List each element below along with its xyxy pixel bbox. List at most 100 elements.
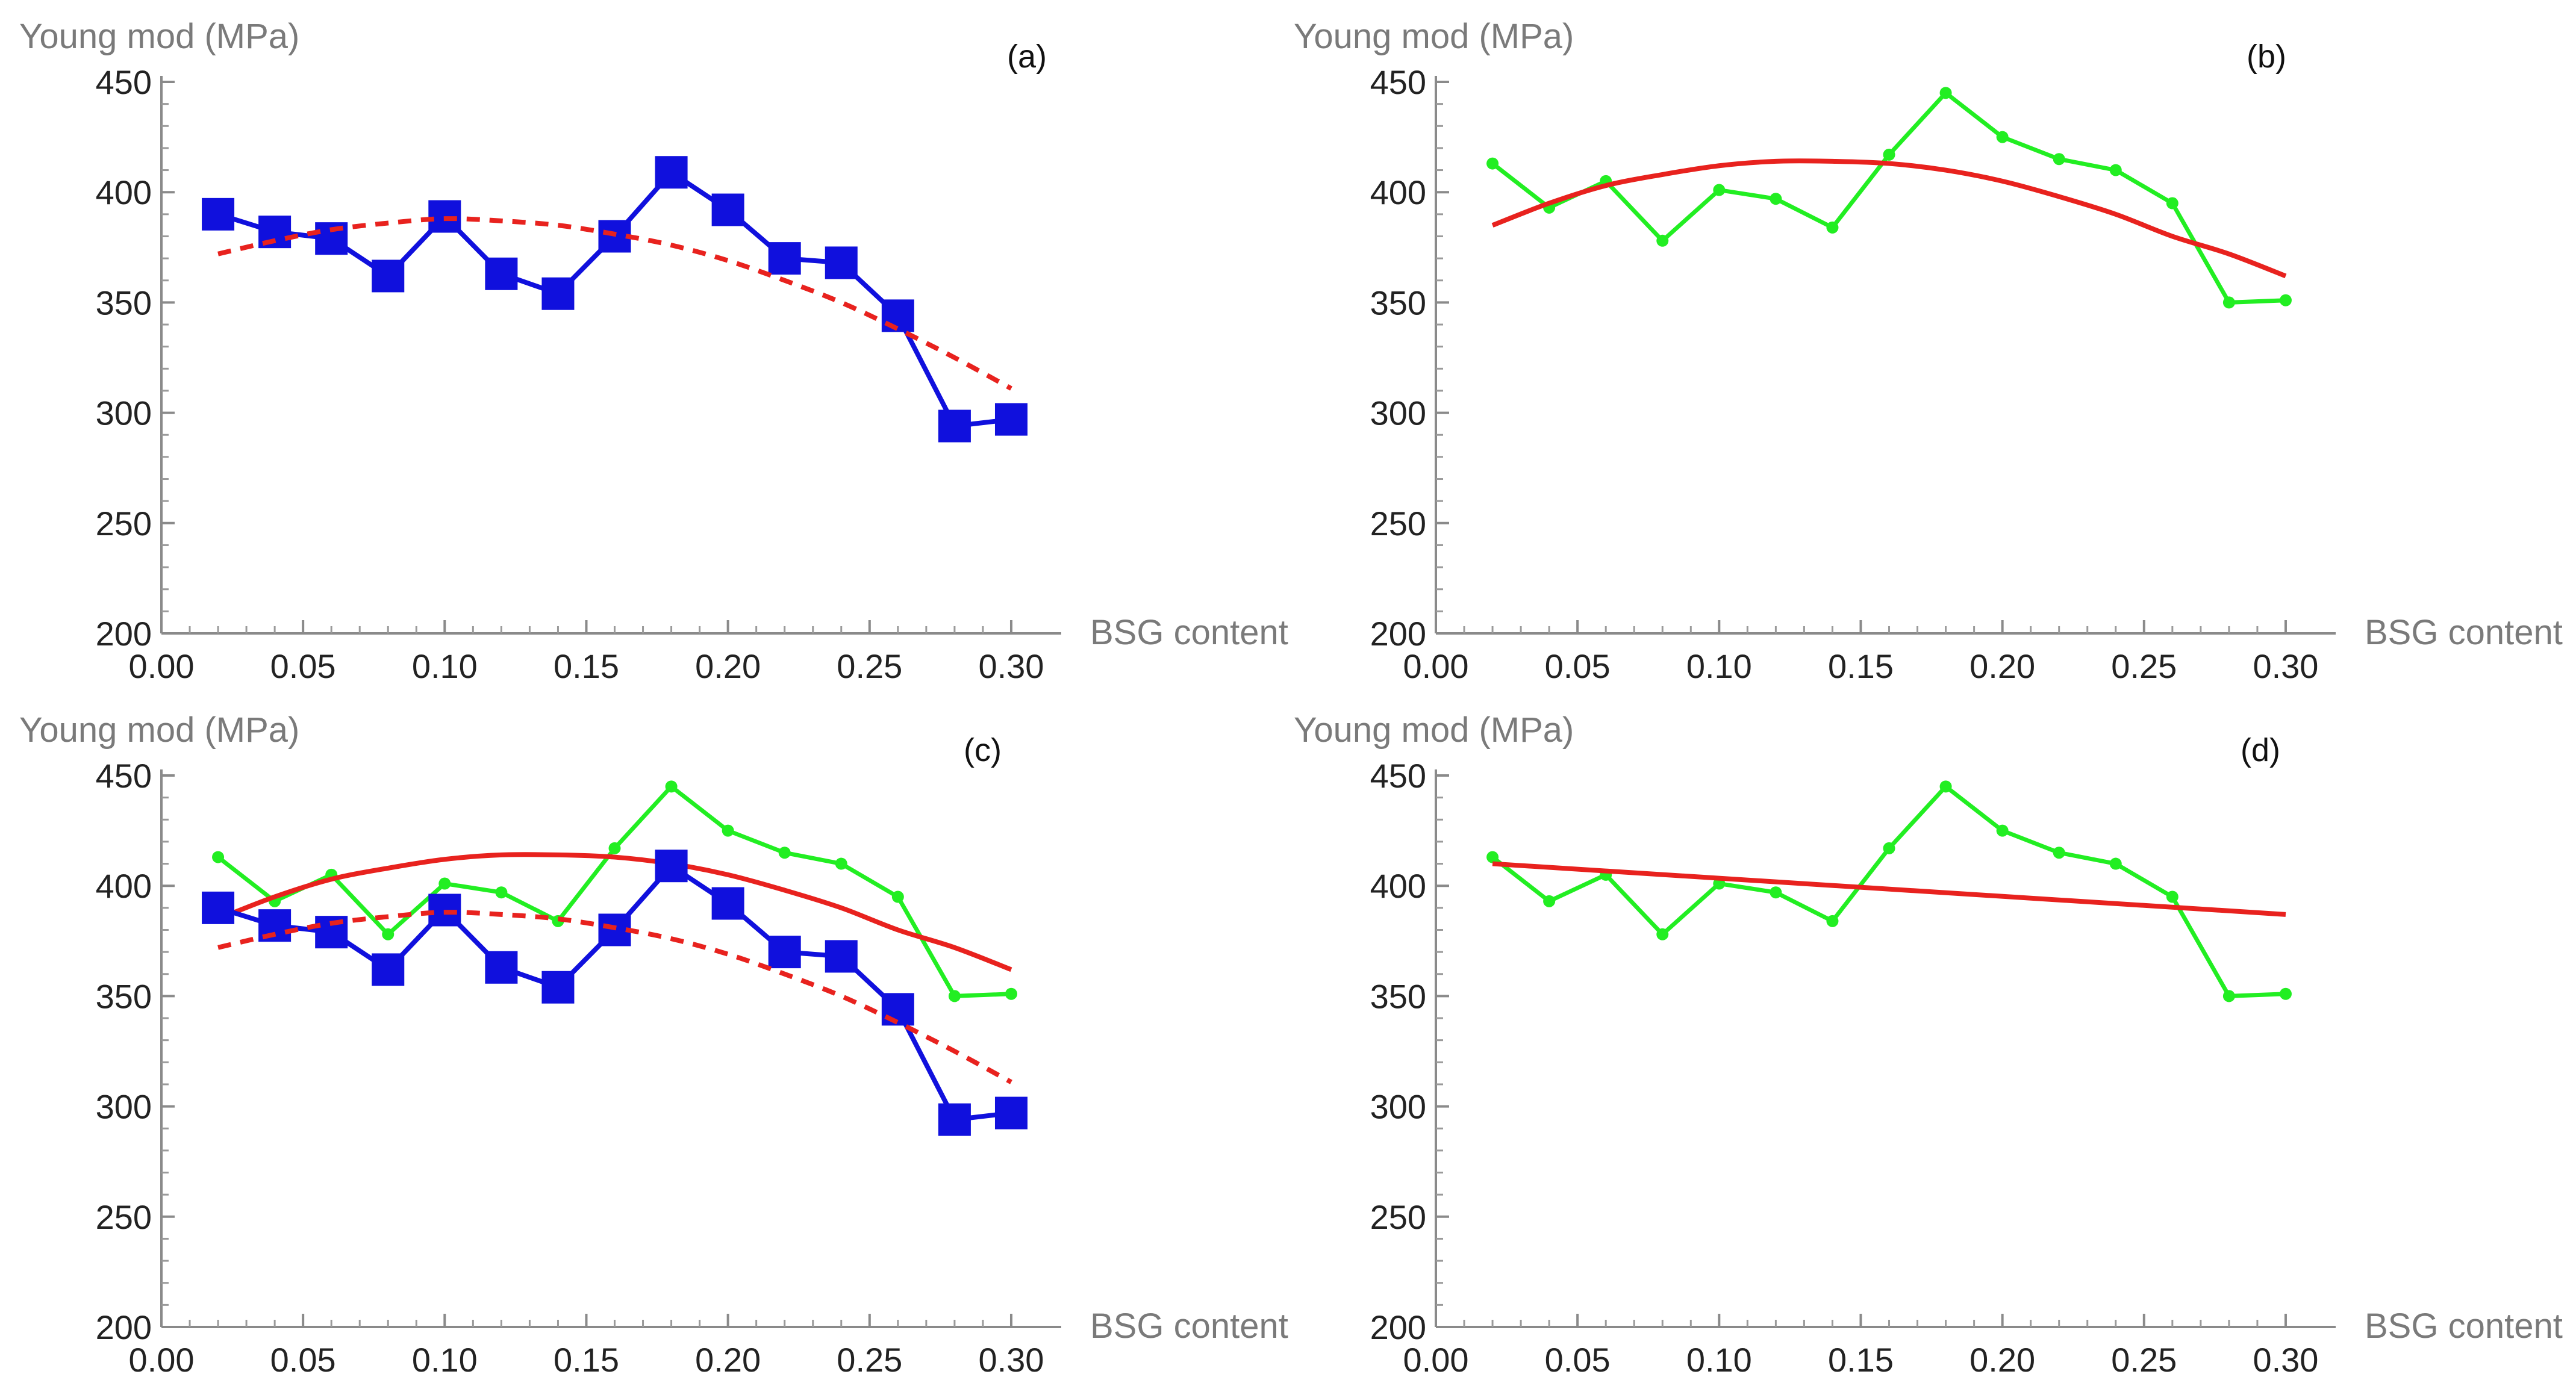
x-tick-label: 0.25 <box>837 1341 902 1379</box>
x-tick-label: 0.20 <box>695 1341 761 1379</box>
data-point <box>655 850 688 883</box>
y-tick-label: 250 <box>1370 1198 1426 1236</box>
y-tick-label: 450 <box>1370 63 1426 101</box>
x-tick-label: 0.00 <box>129 1341 195 1379</box>
panel-label: (c) <box>964 732 1002 768</box>
x-tick-label: 0.15 <box>554 647 619 685</box>
y-tick-label: 450 <box>96 63 152 101</box>
data-point <box>994 403 1028 436</box>
x-tick-label: 0.30 <box>2253 647 2318 685</box>
panel-label: (b) <box>2247 39 2286 75</box>
data-point <box>382 928 395 940</box>
y-tick-label: 350 <box>1370 284 1426 322</box>
y-tick-label: 200 <box>96 615 152 653</box>
data-point <box>2166 890 2178 903</box>
x-tick-label: 0.05 <box>1545 647 1611 685</box>
panel-label: (d) <box>2241 732 2280 768</box>
y-tick-label: 200 <box>1370 1308 1426 1346</box>
x-tick-label: 0.05 <box>1545 1341 1611 1379</box>
data-point <box>2166 197 2178 210</box>
fit-curve <box>217 852 1012 972</box>
x-tick-label: 0.25 <box>2111 1341 2177 1379</box>
y-tick-label: 200 <box>1370 615 1426 653</box>
data-point <box>2109 857 2122 870</box>
x-tick-label: 0.30 <box>978 1341 1044 1379</box>
data-point <box>372 953 405 986</box>
fit-curve <box>1491 158 2287 279</box>
x-tick-label: 0.30 <box>978 647 1044 685</box>
data-point <box>2109 164 2122 176</box>
data-point <box>1770 193 1782 205</box>
data-point <box>1939 780 1952 793</box>
x-axis-title: BSG content <box>2365 1307 2563 1346</box>
x-tick-label: 0.25 <box>837 647 902 685</box>
x-tick-label: 0.30 <box>2253 1341 2318 1379</box>
y-tick-label: 250 <box>1370 505 1426 542</box>
data-point <box>1486 851 1499 863</box>
series-green-data <box>1486 87 2292 309</box>
data-point <box>1939 87 1952 99</box>
data-line <box>1491 90 2286 305</box>
x-tick-label: 0.15 <box>1828 1341 1894 1379</box>
series-blue-data <box>202 156 1028 443</box>
data-point <box>1996 131 2009 143</box>
x-tick-label: 0.00 <box>129 647 195 685</box>
data-point <box>212 851 225 863</box>
fit-curve <box>217 910 1012 1084</box>
series-green-data <box>1486 780 2292 1002</box>
data-point <box>1996 824 2009 837</box>
data-point <box>1713 184 1726 196</box>
x-tick-label: 0.10 <box>1686 647 1752 685</box>
data-point <box>1486 157 1499 170</box>
y-axis-title: Young mod (MPa) <box>1294 710 1574 750</box>
y-tick-label: 300 <box>1370 394 1426 432</box>
x-tick-label: 0.05 <box>270 647 336 685</box>
data-point <box>948 990 961 1002</box>
y-tick-label: 300 <box>96 1088 152 1126</box>
data-line <box>217 169 1012 429</box>
data-point <box>1656 234 1669 247</box>
y-tick-label: 450 <box>1370 757 1426 795</box>
data-point <box>1005 987 1017 1000</box>
data-point <box>372 259 405 293</box>
data-point <box>711 193 744 226</box>
data-point <box>722 824 734 837</box>
data-point <box>2222 990 2235 1002</box>
y-axis-title: Young mod (MPa) <box>19 17 299 56</box>
data-line <box>216 783 1012 998</box>
data-point <box>485 951 518 984</box>
data-point <box>2053 153 2065 166</box>
data-point <box>825 246 858 279</box>
data-point <box>2222 296 2235 309</box>
data-point <box>1883 842 1895 854</box>
x-tick-label: 0.00 <box>1403 1341 1469 1379</box>
series-green-data <box>212 780 1017 1002</box>
y-tick-label: 400 <box>96 867 152 905</box>
data-point <box>541 277 575 310</box>
data-point <box>202 891 235 924</box>
x-tick-label: 0.10 <box>412 1341 478 1379</box>
data-point <box>1656 928 1669 940</box>
series-red-fit <box>217 852 1012 972</box>
data-point <box>2279 987 2292 1000</box>
x-tick-label: 0.10 <box>1686 1341 1752 1379</box>
data-point <box>711 887 744 920</box>
y-axis-title: Young mod (MPa) <box>19 710 299 750</box>
data-point <box>438 877 451 890</box>
data-point <box>891 890 904 903</box>
x-axis-title: BSG content <box>1090 1307 1288 1346</box>
y-tick-label: 300 <box>1370 1088 1426 1126</box>
y-tick-label: 400 <box>1370 867 1426 905</box>
y-tick-label: 450 <box>96 757 152 795</box>
y-tick-label: 400 <box>96 173 152 211</box>
y-axis-title: Young mod (MPa) <box>1294 17 1574 56</box>
data-point <box>938 1103 971 1136</box>
x-tick-label: 0.15 <box>554 1341 619 1379</box>
panel-label: (a) <box>1007 39 1047 75</box>
data-point <box>608 842 621 854</box>
panel-c: Young mod (MPa) BSG content (c) 200 250 300 35… <box>19 710 1288 1379</box>
panel-d: Young mod (MPa) BSG content (d) 200 250 300 35… <box>1294 710 2563 1379</box>
data-point <box>835 857 847 870</box>
x-tick-label: 0.05 <box>270 1341 336 1379</box>
